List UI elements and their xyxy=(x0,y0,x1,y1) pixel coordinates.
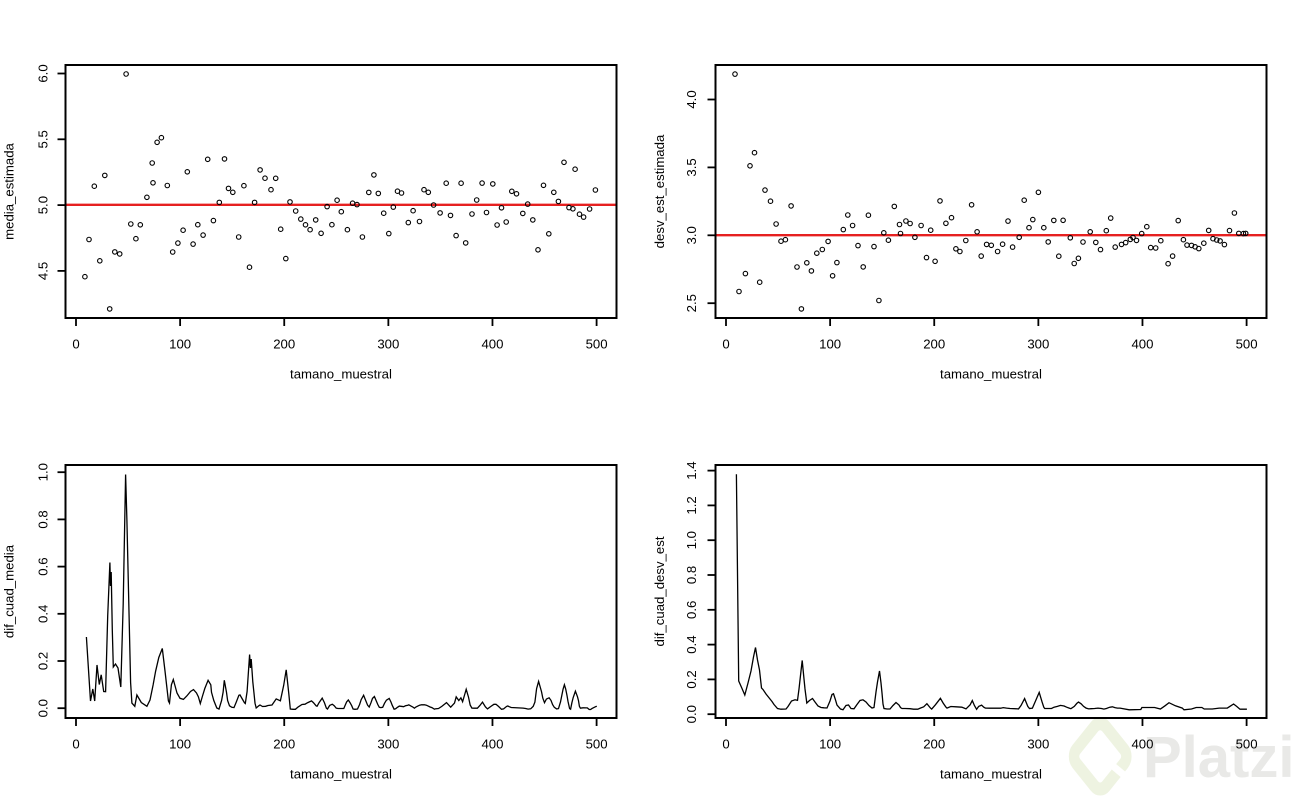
svg-text:400: 400 xyxy=(1131,336,1153,351)
svg-text:500: 500 xyxy=(1236,736,1258,751)
svg-text:200: 200 xyxy=(273,736,295,751)
svg-text:0: 0 xyxy=(722,336,729,351)
svg-text:0: 0 xyxy=(72,736,79,751)
svg-text:0: 0 xyxy=(72,336,79,351)
svg-text:100: 100 xyxy=(169,336,191,351)
svg-text:100: 100 xyxy=(169,736,191,751)
svg-text:0.6: 0.6 xyxy=(36,557,51,575)
svg-text:500: 500 xyxy=(586,336,608,351)
svg-text:dif_cuad_media: dif_cuad_media xyxy=(2,544,17,638)
svg-text:tamano_muestral: tamano_muestral xyxy=(940,367,1042,382)
svg-text:4.5: 4.5 xyxy=(36,262,51,280)
svg-text:0.0: 0.0 xyxy=(684,705,699,723)
svg-text:400: 400 xyxy=(1131,736,1153,751)
svg-text:desv_est_estimada: desv_est_estimada xyxy=(652,134,667,248)
svg-text:0.6: 0.6 xyxy=(684,601,699,619)
svg-text:6.0: 6.0 xyxy=(36,64,51,82)
svg-text:1.0: 1.0 xyxy=(684,531,699,549)
svg-text:tamano_muestral: tamano_muestral xyxy=(290,367,392,382)
svg-text:200: 200 xyxy=(273,336,295,351)
svg-text:200: 200 xyxy=(923,736,945,751)
svg-text:0.4: 0.4 xyxy=(36,605,51,623)
svg-text:200: 200 xyxy=(923,336,945,351)
svg-text:2.5: 2.5 xyxy=(684,294,699,312)
svg-text:100: 100 xyxy=(819,336,841,351)
svg-text:0: 0 xyxy=(722,736,729,751)
svg-text:0.2: 0.2 xyxy=(36,652,51,670)
svg-text:0.2: 0.2 xyxy=(684,670,699,688)
svg-text:0.0: 0.0 xyxy=(36,699,51,717)
svg-text:500: 500 xyxy=(586,736,608,751)
svg-text:500: 500 xyxy=(1236,336,1258,351)
svg-text:1.4: 1.4 xyxy=(684,461,699,479)
svg-text:300: 300 xyxy=(377,336,399,351)
svg-text:3.0: 3.0 xyxy=(684,226,699,244)
svg-text:0.4: 0.4 xyxy=(684,635,699,653)
svg-text:0.8: 0.8 xyxy=(684,566,699,584)
svg-text:3.5: 3.5 xyxy=(684,158,699,176)
svg-text:5.5: 5.5 xyxy=(36,130,51,148)
svg-text:dif_cuad_desv_est: dif_cuad_desv_est xyxy=(652,536,667,646)
svg-text:100: 100 xyxy=(819,736,841,751)
svg-text:tamano_muestral: tamano_muestral xyxy=(940,767,1042,782)
svg-text:5.0: 5.0 xyxy=(36,196,51,214)
svg-text:400: 400 xyxy=(481,736,503,751)
svg-text:4.0: 4.0 xyxy=(684,90,699,108)
svg-text:Platzi: Platzi xyxy=(1143,725,1295,790)
svg-text:1.2: 1.2 xyxy=(684,496,699,514)
svg-text:400: 400 xyxy=(481,336,503,351)
svg-text:media_estimada: media_estimada xyxy=(2,142,17,239)
svg-text:0.8: 0.8 xyxy=(36,510,51,528)
svg-text:tamano_muestral: tamano_muestral xyxy=(290,767,392,782)
svg-text:300: 300 xyxy=(1027,336,1049,351)
svg-text:300: 300 xyxy=(1027,736,1049,751)
svg-text:1.0: 1.0 xyxy=(36,463,51,481)
svg-text:300: 300 xyxy=(377,736,399,751)
